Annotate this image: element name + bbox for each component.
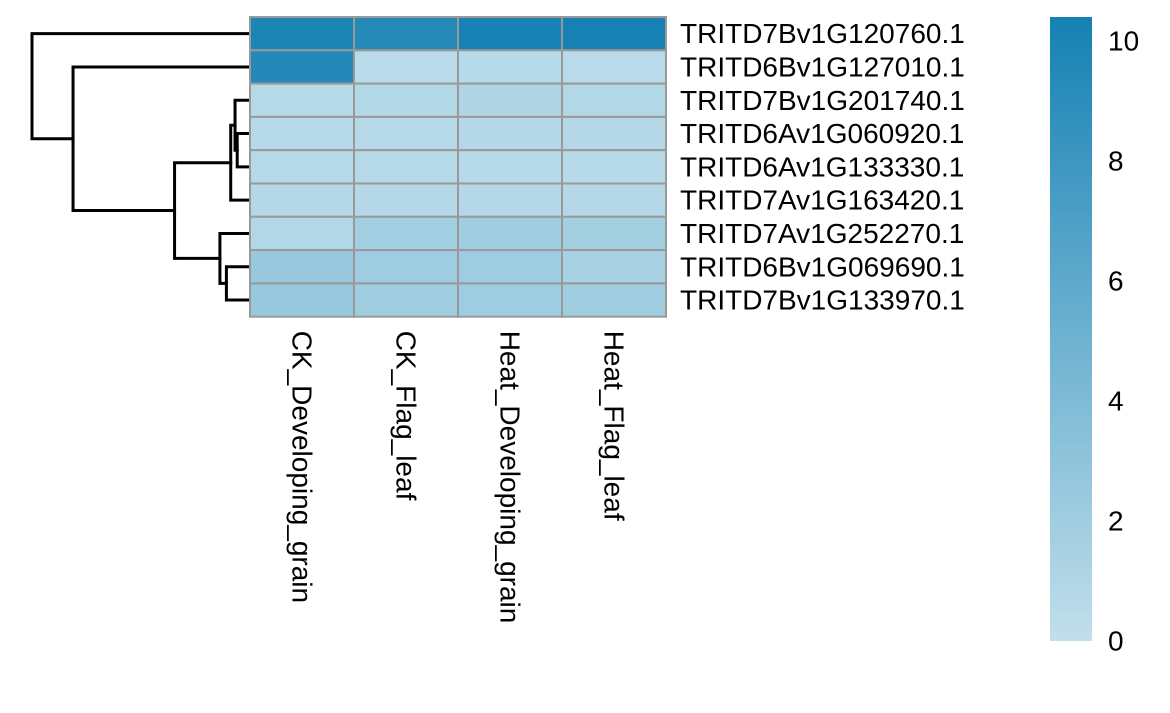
heatmap-cell	[249, 49, 355, 85]
column-label: Heat_Developing_grain	[495, 331, 526, 624]
row-label: TRITD7Av1G163420.1	[680, 185, 964, 216]
row-label: TRITD7Av1G252270.1	[680, 218, 964, 249]
dendrogram-branch	[71, 65, 250, 213]
legend-tick-label: 6	[1108, 266, 1124, 297]
heatmap-cell	[249, 82, 355, 118]
row-labels: TRITD7Bv1G120760.1TRITD6Bv1G127010.1TRIT…	[680, 18, 965, 315]
heatmap-cell	[353, 49, 459, 85]
row-label: TRITD6Av1G060920.1	[680, 118, 964, 149]
dendrogram-branch	[235, 132, 250, 169]
legend-tick-label: 0	[1108, 626, 1124, 657]
heatmap-cell	[457, 215, 563, 252]
heatmap-cell	[353, 16, 459, 52]
heatmap-cell	[249, 182, 355, 218]
heatmap-cell	[249, 16, 355, 52]
heatmap-cell	[457, 16, 563, 52]
color-legend: 0 2 4 6 8 10	[1050, 17, 1139, 657]
row-label: TRITD6Bv1G127010.1	[680, 51, 965, 82]
dendrogram-branch	[218, 231, 250, 285]
heatmap-cell	[561, 215, 667, 252]
heatmap-cell	[353, 182, 459, 218]
row-dendrogram	[30, 32, 250, 302]
heatmap-cells	[249, 16, 667, 318]
heatmap-cell	[353, 282, 459, 318]
dendrogram-branch	[30, 32, 250, 141]
row-label: TRITD7Bv1G133970.1	[680, 285, 965, 316]
heatmap-cell	[561, 249, 667, 285]
heatmap-cell	[561, 115, 667, 152]
row-label: TRITD7Bv1G120760.1	[680, 18, 965, 49]
dendrogram-branch	[173, 161, 233, 260]
heatmap-cell	[561, 149, 667, 185]
heatmap-cell	[249, 149, 355, 185]
column-labels: CK_Developing_grain CK_Flag_leaf Heat_Deve…	[287, 331, 630, 624]
heatmap-cell	[561, 182, 667, 218]
heatmap-cell	[249, 215, 355, 252]
heatmap-cell	[457, 182, 563, 218]
heatmap-cell	[353, 249, 459, 285]
heatmap-cell	[457, 49, 563, 85]
dendrogram-branch	[229, 123, 250, 202]
heatmap-cell	[457, 249, 563, 285]
heatmap-cell	[353, 115, 459, 152]
legend-tick-label: 10	[1108, 26, 1139, 57]
legend-tick-label: 4	[1108, 386, 1124, 417]
row-label: TRITD6Bv1G069690.1	[680, 251, 965, 282]
row-label: TRITD7Bv1G201740.1	[680, 85, 965, 116]
heatmap-cell	[353, 215, 459, 252]
legend-tick-label: 8	[1108, 146, 1124, 177]
heatmap-cell	[561, 282, 667, 318]
color-bar	[1050, 17, 1092, 641]
dendrogram-branch	[224, 265, 250, 302]
heatmap-cell	[561, 16, 667, 52]
heatmap-cell	[457, 282, 563, 318]
heatmap-cell	[249, 115, 355, 152]
column-label: CK_Developing_grain	[287, 331, 318, 603]
column-label: CK_Flag_leaf	[391, 331, 422, 501]
heatmap-cell	[457, 149, 563, 185]
heatmap-cell	[353, 149, 459, 185]
heatmap-cell	[249, 249, 355, 285]
heatmap-cell	[353, 82, 459, 118]
row-label: TRITD6Av1G133330.1	[680, 151, 964, 182]
heatmap-cell	[457, 115, 563, 152]
heatmap-cell	[561, 49, 667, 85]
heatmap-cell	[249, 282, 355, 318]
column-label: Heat_Flag_leaf	[599, 331, 630, 521]
heatmap-cell	[561, 82, 667, 118]
heatmap-cell	[457, 82, 563, 118]
legend-tick-label: 2	[1108, 506, 1124, 537]
